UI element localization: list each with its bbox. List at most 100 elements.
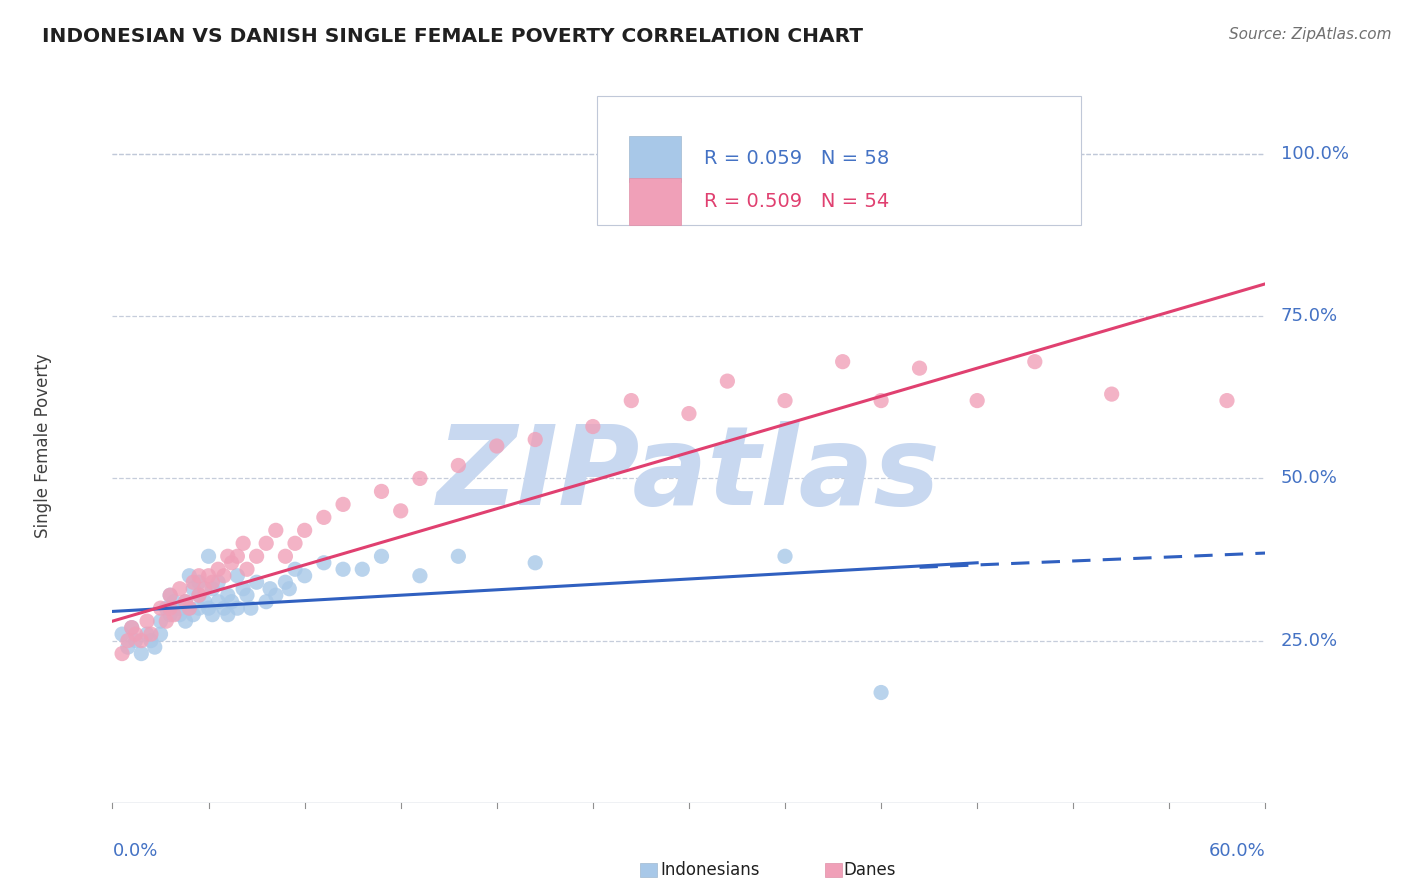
Point: [1216, 393, 1239, 408]
Point: [217, 549, 239, 564]
Point: [870, 393, 893, 408]
Point: [524, 433, 547, 447]
Point: [254, 536, 277, 550]
Text: 25.0%: 25.0%: [1281, 632, 1339, 649]
Point: [197, 568, 219, 582]
Point: [294, 524, 316, 538]
Point: [908, 361, 931, 376]
Point: [773, 549, 796, 564]
Point: [332, 497, 354, 511]
Point: [179, 601, 201, 615]
Point: [1024, 354, 1046, 368]
Point: [221, 595, 243, 609]
Point: [117, 640, 139, 654]
Point: [226, 568, 249, 582]
Point: [524, 556, 547, 570]
Point: [187, 575, 211, 590]
Point: [129, 633, 153, 648]
Point: [678, 407, 700, 421]
Point: [194, 595, 217, 609]
Point: [773, 393, 796, 408]
Point: [294, 568, 316, 582]
Point: [217, 607, 239, 622]
Point: [201, 575, 224, 590]
Text: Source: ZipAtlas.com: Source: ZipAtlas.com: [1229, 27, 1392, 42]
Point: [181, 575, 204, 590]
Point: [284, 536, 307, 550]
Point: [217, 588, 239, 602]
Point: [201, 582, 224, 596]
Point: [149, 614, 172, 628]
Point: [187, 568, 211, 582]
Point: [831, 354, 853, 368]
Text: R = 0.509   N = 54: R = 0.509 N = 54: [704, 192, 889, 211]
Point: [332, 562, 354, 576]
Point: [174, 614, 197, 628]
Point: [232, 536, 254, 550]
Point: [1101, 387, 1123, 401]
Point: [187, 601, 211, 615]
Point: [174, 595, 197, 609]
Point: [485, 439, 508, 453]
Point: [149, 627, 172, 641]
Point: [232, 582, 254, 596]
FancyBboxPatch shape: [628, 136, 681, 182]
Point: [245, 549, 267, 564]
Point: [716, 374, 738, 388]
Point: [221, 556, 243, 570]
Point: [187, 588, 211, 602]
Point: [159, 588, 181, 602]
Point: [174, 595, 197, 609]
Text: INDONESIAN VS DANISH SINGLE FEMALE POVERTY CORRELATION CHART: INDONESIAN VS DANISH SINGLE FEMALE POVER…: [42, 27, 863, 45]
Point: [181, 582, 204, 596]
Point: [111, 627, 134, 641]
Point: [187, 588, 211, 602]
Point: [284, 562, 307, 576]
Text: 100.0%: 100.0%: [1281, 145, 1348, 163]
Point: [259, 582, 281, 596]
Text: Indonesians: Indonesians: [661, 861, 761, 879]
Text: Danes: Danes: [844, 861, 896, 879]
Point: [254, 595, 277, 609]
Point: [966, 393, 988, 408]
Point: [169, 601, 191, 615]
Point: [207, 575, 229, 590]
Point: [117, 633, 139, 648]
Point: [620, 393, 643, 408]
Point: [136, 614, 159, 628]
Point: [370, 484, 392, 499]
Point: [143, 640, 166, 654]
Point: [264, 524, 287, 538]
Point: [226, 601, 249, 615]
Text: 75.0%: 75.0%: [1281, 307, 1339, 326]
Point: [111, 647, 134, 661]
Point: [155, 614, 177, 628]
Point: [179, 568, 201, 582]
FancyBboxPatch shape: [596, 96, 1081, 225]
FancyBboxPatch shape: [628, 178, 681, 225]
Point: [163, 595, 186, 609]
Point: [124, 627, 146, 641]
Text: R = 0.059   N = 58: R = 0.059 N = 58: [704, 149, 889, 169]
Point: [370, 549, 392, 564]
Point: [236, 588, 259, 602]
Point: [352, 562, 374, 576]
Point: [409, 568, 432, 582]
Point: [155, 601, 177, 615]
Point: [124, 633, 146, 648]
Point: [278, 582, 301, 596]
Point: [312, 556, 335, 570]
Point: [870, 685, 893, 699]
Point: [447, 458, 470, 473]
Point: [159, 601, 181, 615]
Point: [197, 549, 219, 564]
Point: [129, 647, 153, 661]
Point: [169, 582, 191, 596]
Point: [163, 607, 186, 622]
Text: ZIPatlas: ZIPatlas: [437, 421, 941, 528]
Point: [212, 568, 235, 582]
Point: [139, 633, 162, 648]
Point: [179, 601, 201, 615]
Point: [264, 588, 287, 602]
Point: [447, 549, 470, 564]
